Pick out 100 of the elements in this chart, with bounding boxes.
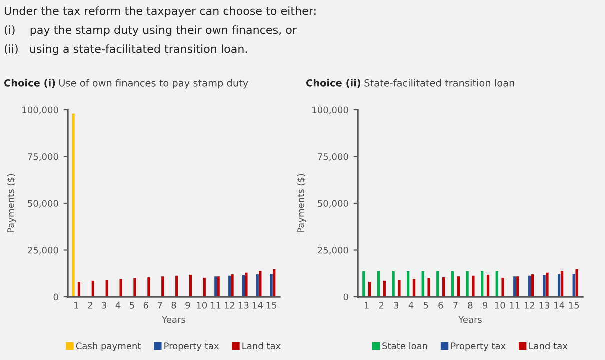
bar <box>189 274 192 297</box>
bar <box>377 271 380 297</box>
x-tick-label: 5 <box>130 302 134 309</box>
x-tick-label: 2 <box>379 302 384 309</box>
bar <box>560 271 564 297</box>
y-tick-label: 0 <box>54 294 58 301</box>
chart-subtitle: State-facilitated transition loan <box>364 79 514 87</box>
bar <box>481 271 484 297</box>
x-tick-label: 13 <box>540 302 550 309</box>
x-tick-label: 7 <box>454 302 458 309</box>
y-tick-label: 0 <box>344 294 348 301</box>
y-tick-label: 100,000 <box>312 106 348 114</box>
bar <box>245 272 248 297</box>
bar <box>516 276 520 297</box>
bar <box>270 274 273 297</box>
legend-label: Land tax <box>242 342 281 350</box>
x-tick-label: 6 <box>144 302 148 309</box>
x-axis-title: Years <box>162 316 186 324</box>
x-tick-label: 3 <box>102 302 106 309</box>
bar <box>120 279 122 297</box>
x-tick-label: 8 <box>172 302 176 309</box>
bar <box>231 274 234 297</box>
text: (ii) using a state-facilitated transition loan. <box>4 44 248 56</box>
x-tick-label: 11 <box>211 302 221 309</box>
bar <box>576 269 578 297</box>
x-tick-label: 15 <box>266 302 277 309</box>
x-tick-label: 11 <box>510 302 520 309</box>
legend-label: Cash payment <box>76 342 142 352</box>
bar <box>72 114 75 297</box>
bar <box>496 271 498 297</box>
x-tick-label: 7 <box>158 302 162 309</box>
bar <box>422 271 424 297</box>
x-tick-label: 5 <box>424 302 428 309</box>
legend-label: Property tax <box>164 342 219 352</box>
bar <box>436 271 440 297</box>
x-tick-label: 14 <box>252 302 263 309</box>
bar <box>531 274 534 297</box>
x-tick-label: 1 <box>365 302 369 309</box>
bar <box>259 271 262 297</box>
x-tick-label: 4 <box>116 302 121 309</box>
text: Under the tax reform the taxpayer can choose to either: <box>4 6 316 18</box>
bar <box>134 278 136 297</box>
bar <box>273 269 276 297</box>
x-tick-label: 9 <box>483 302 488 309</box>
bar <box>392 271 395 297</box>
chart-title: Choice (i) <box>4 79 56 88</box>
bar <box>398 280 401 297</box>
bar <box>572 274 576 297</box>
bar <box>466 271 469 297</box>
y-tick-label: 50,000 <box>318 200 348 208</box>
bar <box>558 274 561 297</box>
y-tick-label: 75,000 <box>28 153 58 162</box>
x-tick-label: 8 <box>468 302 473 309</box>
bar <box>514 276 516 297</box>
x-tick-label: 2 <box>88 302 92 309</box>
bar <box>214 276 218 297</box>
bar <box>451 271 454 297</box>
bar <box>242 275 245 297</box>
x-tick-label: 13 <box>238 302 249 309</box>
y-tick-label: 50,000 <box>28 200 58 208</box>
x-tick-label: 9 <box>186 302 190 309</box>
x-tick-label: 15 <box>569 302 580 309</box>
bar <box>203 278 206 297</box>
bar <box>92 280 94 297</box>
bar <box>546 272 549 297</box>
y-axis-title: Payments ($) <box>297 174 306 233</box>
bar <box>148 278 150 297</box>
legend-label: Property tax <box>452 342 506 352</box>
x-tick-label: 10 <box>197 302 208 309</box>
bar <box>217 276 220 297</box>
legend-label: State loan <box>382 342 428 350</box>
bar <box>176 276 178 297</box>
chart-title: Choice (ii) <box>306 79 361 88</box>
legend-label: Land tax <box>530 342 568 350</box>
bar <box>543 275 546 297</box>
x-tick-label: 14 <box>554 302 565 309</box>
x-tick-label: 10 <box>495 302 506 309</box>
x-tick-label: 1 <box>74 302 78 309</box>
y-tick-label: 25,000 <box>28 246 58 255</box>
bar <box>457 276 460 297</box>
bar <box>78 282 80 297</box>
bar <box>428 278 430 297</box>
bar <box>412 279 416 297</box>
x-tick-label: 4 <box>408 302 414 309</box>
bar <box>406 271 410 297</box>
text: (i) pay the stamp duty using their own finances, or <box>4 26 298 36</box>
y-tick-label: 100,000 <box>22 106 58 114</box>
x-tick-label: 12 <box>225 302 235 309</box>
bar <box>162 276 164 297</box>
x-tick-label: 6 <box>438 302 444 309</box>
bar <box>472 276 475 297</box>
bar <box>502 278 504 297</box>
bar <box>362 271 366 297</box>
bar <box>106 280 108 297</box>
x-tick-label: 3 <box>394 302 399 309</box>
bar <box>256 274 259 297</box>
chart-subtitle: Use of own finances to pay stamp duty <box>59 79 248 89</box>
bar <box>228 276 232 297</box>
x-tick-label: 12 <box>524 302 535 309</box>
x-axis-title: Years <box>458 316 482 324</box>
